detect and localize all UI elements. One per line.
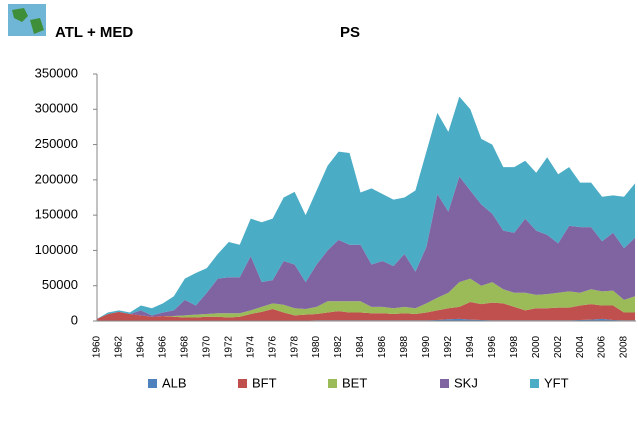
y-tick-label: 50000: [42, 277, 78, 292]
x-tick-label: 1972: [223, 335, 234, 358]
x-tick-label: 1988: [399, 335, 410, 358]
x-tick-label: 1984: [355, 335, 366, 358]
x-tick-label: 1994: [465, 335, 476, 358]
area: [97, 96, 636, 319]
x-tick-label: 1986: [377, 335, 388, 358]
legend-label: BET: [342, 375, 367, 390]
area: [97, 301, 636, 321]
x-tick-label: 2002: [553, 335, 564, 358]
legend-swatch: [238, 379, 247, 388]
x-tick-label: 1996: [487, 335, 498, 358]
x-tick-label: 1990: [421, 335, 432, 358]
legend-label: SKJ: [454, 375, 478, 390]
area: [97, 176, 636, 319]
y-tick-label: 300000: [35, 101, 78, 116]
x-tick-label: 2004: [575, 335, 586, 358]
x-tick-label: 2006: [597, 335, 608, 358]
x-tick-label: 1998: [509, 335, 520, 358]
x-tick-label: 2008: [619, 335, 630, 358]
legend-label: YFT: [544, 375, 569, 390]
chart-title: PS: [340, 24, 360, 41]
y-tick-label: 150000: [35, 207, 78, 222]
x-tick-label: 1978: [289, 335, 300, 358]
legend-item: YFT: [530, 375, 569, 390]
x-tick-label: 1970: [201, 335, 212, 358]
legend-label: ALB: [162, 375, 187, 390]
legend-item: ALB: [148, 375, 187, 390]
legend-swatch: [530, 379, 539, 388]
globe-icon: [8, 4, 46, 36]
y-tick-label: 0: [71, 312, 78, 327]
subtitle: ATL + MED: [55, 24, 133, 41]
x-tick-label: 1976: [267, 335, 278, 358]
x-tick-label: 1964: [136, 335, 147, 358]
legend-swatch: [440, 379, 449, 388]
x-tick-label: 1980: [311, 335, 322, 358]
y-tick-label: 200000: [35, 171, 78, 186]
x-tick-label: 2000: [531, 335, 542, 358]
y-tick-label: 250000: [35, 136, 78, 151]
x-tick-label: 1992: [443, 335, 454, 358]
legend-swatch: [328, 379, 337, 388]
x-tick-label: 1968: [179, 335, 190, 358]
legend-item: BFT: [238, 375, 277, 390]
x-tick-label: 1966: [158, 335, 169, 358]
legend-item: BET: [328, 375, 367, 390]
x-tick-label: 1974: [245, 335, 256, 358]
legend-label: BFT: [252, 375, 277, 390]
x-tick-label: 1982: [333, 335, 344, 358]
legend-swatch: [148, 379, 157, 388]
legend-item: SKJ: [440, 375, 478, 390]
area: [97, 278, 636, 319]
y-tick-label: 350000: [35, 65, 78, 80]
y-tick-label: 100000: [35, 242, 78, 257]
area: [97, 318, 636, 321]
x-tick-label: 1960: [92, 335, 103, 358]
x-tick-label: 1962: [114, 335, 125, 358]
